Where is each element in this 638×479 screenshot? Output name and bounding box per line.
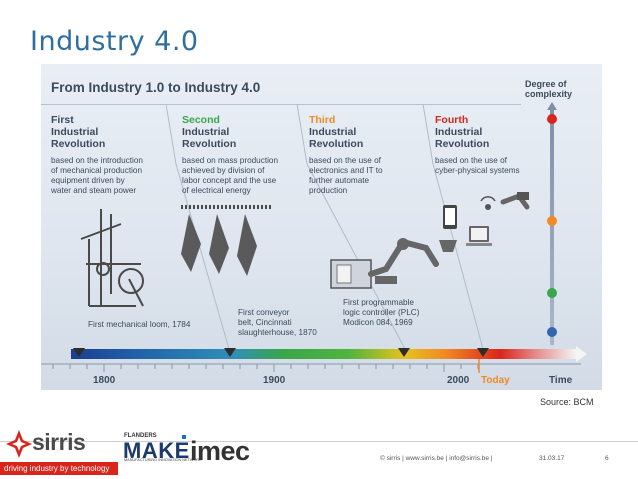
complexity-dot-first [547,327,557,337]
fourth-revolution-title-line-1: Industrial [435,126,483,138]
milestone-conveyor-belt: First conveyor belt, Cincinnati slaughte… [238,308,317,338]
second-revolution-description: based on mass production achieved by div… [182,156,278,196]
flanders-make-subtitle: MANUFACTURING INNOVATION NETWORK [124,458,202,462]
third-revolution: Third Industrial Revolution based on the… [309,114,383,196]
first-revolution-desc-line: water and steam power [51,186,137,195]
imec-dot-icon [182,435,186,439]
sirris-wordmark: sirris [32,429,86,455]
footer-divider [0,441,638,442]
complexity-dot-second [547,288,557,298]
mechanical-loom-illustration [80,209,144,307]
figure-divider [41,104,521,105]
source-caption: Source: BCM [540,397,594,407]
milestone-marker-cps [477,348,489,357]
second-revolution-desc-line: labor concept and the use [182,176,277,185]
third-revolution-desc-line: electronics and IT to [309,166,383,175]
first-revolution-desc-line: equipment driven by [51,176,125,185]
milestone-marker-1969 [398,348,410,357]
axis-label-1800: 1800 [93,375,116,386]
first-revolution-desc-line: based on the introduction [51,156,143,165]
second-revolution-ordinal: Second [182,114,220,126]
milestone-line: belt, Cincinnati [238,318,292,327]
fourth-revolution-description: based on the use of cyber-physical syste… [435,156,520,176]
cyber-physical-illustration [439,192,530,252]
timeline-arrowhead [576,346,587,362]
second-revolution-desc-line: achieved by division of [182,166,265,175]
fourth-revolution-title-line-2: Revolution [435,138,490,150]
footer-contact-info: © sirris | www.sirris.be | info@sirris.b… [380,455,493,462]
complexity-axis-tip [547,102,557,110]
sirris-logo-icon [6,430,32,458]
industry-evolution-figure: From Industry 1.0 to Industry 4.0 Degree… [41,64,602,390]
imec-wordmark: imec [190,436,250,466]
first-revolution-title-line-1: Industrial [51,126,99,138]
first-revolution-title-line-2: Revolution [51,138,106,150]
third-revolution-desc-line: based on the use of [309,156,381,165]
milestone-plc: First programmable logic controller (PLC… [343,298,419,328]
figure-graphics [41,102,587,373]
milestone-marker-1870 [224,348,236,357]
slide-title: Industry 4.0 [30,26,199,57]
axis-label-1900: 1900 [263,375,286,386]
footer-page-number: 6 [605,455,609,462]
second-revolution-title-line-1: Industrial [182,126,230,138]
complexity-dot-third [547,216,557,226]
third-revolution-ordinal: Third [309,114,336,126]
axis-label-today: Today [481,375,510,386]
fourth-revolution-desc-line: based on the use of [435,156,507,165]
complexity-dot-fourth [547,114,557,124]
complexity-label: Degree of complexity [525,79,572,99]
third-revolution-desc-line: further automate [309,176,370,185]
conveyor-belt-illustration [181,205,273,276]
footer-date: 31.03.17 [539,455,565,462]
second-revolution: Second Industrial Revolution based on ma… [182,114,278,196]
first-revolution-ordinal: First [51,114,74,126]
milestone-line: Modicon 084, 1969 [343,318,413,327]
third-revolution-title-line-1: Industrial [309,126,357,138]
third-revolution-description: based on the use of electronics and IT t… [309,156,383,196]
timeline-ticks [52,364,479,372]
plc-robot-illustration [330,238,439,289]
first-revolution-description: based on the introduction of mechanical … [51,156,143,196]
second-revolution-desc-line: based on mass production [182,156,279,165]
milestone-line: First conveyor [238,308,290,317]
milestone-line: First programmable [343,298,414,307]
fourth-revolution-ordinal: Fourth [435,114,469,126]
second-revolution-desc-line: of electrical energy [182,186,251,195]
milestone-line: logic controller (PLC) [343,308,420,317]
milestone-mechanical-loom: First mechanical loom, 1784 [88,320,190,330]
figure-title: From Industry 1.0 to Industry 4.0 [51,80,261,95]
sirris-tagline: driving industry by technology [0,462,118,475]
axis-label-2000: 2000 [447,375,470,386]
first-revolution-desc-line: of mechanical production [51,166,143,175]
first-revolution: First Industrial Revolution based on the… [51,114,143,196]
fourth-revolution-desc-line: cyber-physical systems [435,166,520,175]
timeline-bar [71,349,576,359]
milestone-marker-1784 [73,348,85,357]
third-revolution-title-line-2: Revolution [309,138,364,150]
flanders-make-wordmark: MAKE [123,438,190,463]
third-revolution-desc-line: production [309,186,348,195]
complexity-label-line-2: complexity [525,89,573,99]
milestone-line: First mechanical loom, 1784 [88,320,191,329]
axis-label-time: Time [549,375,573,386]
milestone-line: slaughterhouse, 1870 [238,328,317,337]
fourth-revolution: Fourth Industrial Revolution based on th… [435,114,520,176]
section-separators [165,103,484,350]
complexity-label-line-1: Degree of [525,79,567,89]
flanders-make-top: FLANDERS [124,433,157,439]
second-revolution-title-line-2: Revolution [182,138,237,150]
